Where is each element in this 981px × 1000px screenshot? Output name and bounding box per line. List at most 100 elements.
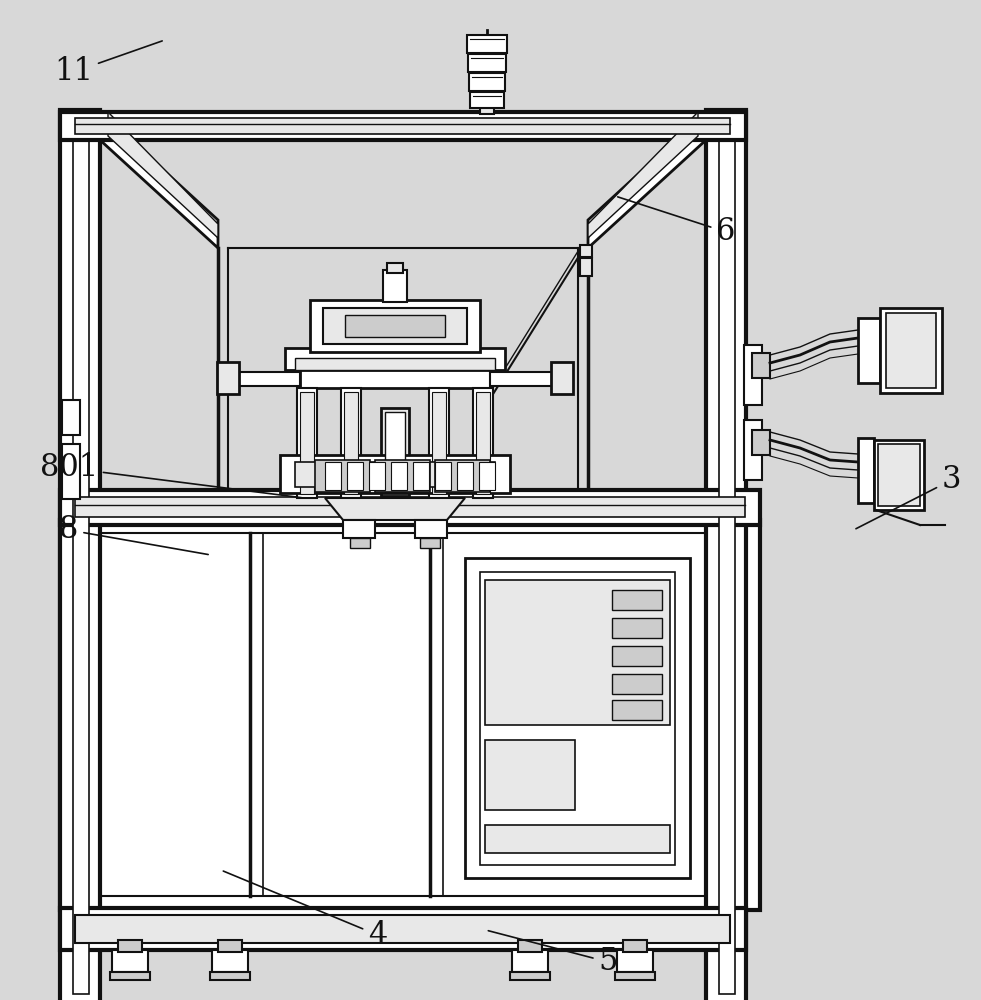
Bar [752,430,770,455]
Bar [612,590,662,610]
Bar [310,300,480,352]
Bar [62,400,80,435]
Bar [218,940,242,952]
Bar [297,388,317,498]
Bar [110,972,150,980]
Bar [341,388,361,498]
Bar [612,646,662,666]
Bar [60,490,760,525]
Bar [580,258,592,276]
Bar [75,497,745,517]
Bar [612,618,662,638]
Bar [457,462,473,490]
Bar [469,73,505,91]
Bar [323,308,467,344]
Bar [375,460,430,492]
Bar [612,674,662,694]
Bar [350,538,370,548]
Bar [280,455,510,493]
Bar [60,112,746,140]
Bar [381,408,409,496]
Bar [512,950,548,972]
Bar [719,122,735,994]
Text: 3: 3 [856,464,961,529]
Bar [343,520,375,538]
Bar [880,308,942,393]
Bar [344,392,358,494]
Bar [468,54,506,72]
Polygon shape [100,112,218,248]
Bar [467,35,507,53]
Bar [580,245,592,257]
Bar [470,92,504,108]
Bar [476,392,490,494]
Bar [480,100,494,114]
Bar [325,462,341,490]
Bar [479,462,495,490]
Bar [75,915,730,943]
Bar [60,520,760,910]
Text: 4: 4 [224,871,387,950]
Bar [744,345,762,405]
Bar [874,440,924,510]
Bar [415,520,447,538]
Bar [385,412,405,492]
Bar [217,362,239,394]
Text: 6: 6 [618,197,736,247]
Bar [420,538,440,548]
Bar [752,353,770,378]
Polygon shape [108,112,218,238]
Bar [75,118,730,134]
Bar [485,580,670,725]
Bar [300,392,314,494]
Bar [518,940,542,952]
Text: 8: 8 [59,514,208,555]
Bar [623,940,647,952]
Bar [369,462,385,490]
Polygon shape [588,112,698,238]
Bar [432,392,446,494]
Bar [612,700,662,720]
Bar [212,950,248,972]
Text: 11: 11 [54,41,162,88]
Bar [429,388,449,498]
Bar [295,358,495,370]
Bar [886,313,936,388]
Bar [295,462,495,487]
Bar [551,362,573,394]
Polygon shape [588,112,706,248]
Bar [615,972,655,980]
Bar [480,572,675,865]
Bar [62,444,80,499]
Bar [75,533,745,896]
Bar [285,348,505,370]
Text: 5: 5 [489,931,618,978]
Bar [347,462,363,490]
Bar [118,940,142,952]
Bar [435,460,490,492]
Text: 801: 801 [39,452,301,498]
Bar [706,110,746,1000]
Bar [510,972,550,980]
Bar [744,420,762,480]
Bar [465,558,690,878]
Bar [235,372,300,386]
Bar [617,950,653,972]
Bar [878,444,920,506]
Bar [413,462,429,490]
Bar [485,740,575,810]
Bar [210,972,250,980]
Polygon shape [325,498,465,520]
Bar [490,372,555,386]
Bar [473,388,493,498]
Bar [315,460,370,492]
Bar [391,462,407,490]
Bar [485,825,670,853]
Bar [112,950,148,972]
Bar [60,110,100,1000]
Bar [60,908,746,950]
Bar [73,122,89,994]
Bar [300,370,490,388]
Bar [387,263,403,273]
Bar [858,318,880,383]
